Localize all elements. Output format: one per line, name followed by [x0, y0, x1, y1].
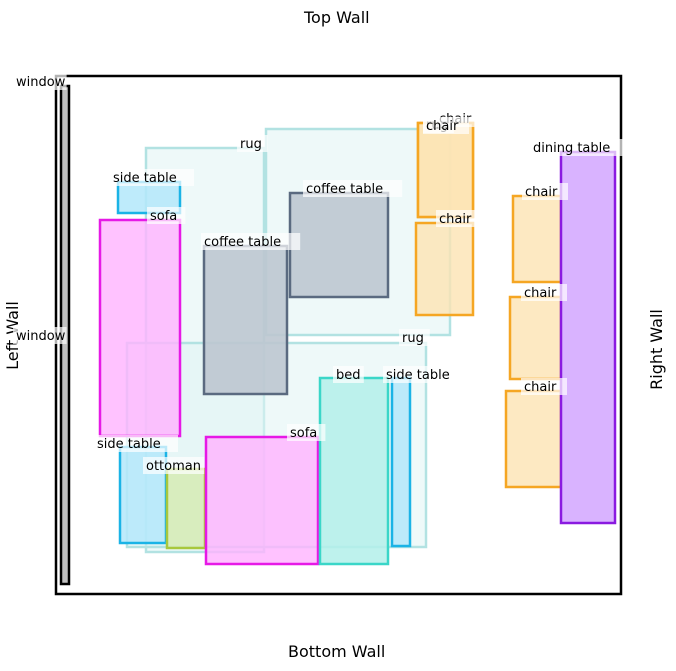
- label-background: [522, 183, 568, 200]
- chair-shape: [414, 221, 475, 317]
- side-table-label: side table: [113, 171, 177, 186]
- label-background: [13, 73, 67, 90]
- chair-shape: [504, 389, 563, 489]
- chair-shape: [511, 194, 563, 284]
- chair-label: chair: [439, 212, 472, 227]
- ottoman-label: ottoman: [146, 459, 201, 474]
- chair-label: chair: [426, 119, 459, 134]
- sofa-label: sofa: [290, 426, 317, 441]
- rug-label: rug: [240, 137, 262, 152]
- chair-label: chair: [524, 286, 557, 301]
- side-table-shape: [390, 376, 412, 548]
- label-background: [237, 135, 268, 152]
- label-background: [333, 366, 364, 383]
- coffee-table-label: coffee table: [204, 235, 281, 250]
- coffee-table-shape: [202, 244, 289, 396]
- window-label: window: [16, 329, 66, 344]
- label-background: [147, 207, 186, 224]
- bed-label: bed: [336, 368, 361, 383]
- label-background: [110, 169, 194, 186]
- label-background: [399, 329, 430, 346]
- window-label: window: [16, 75, 66, 90]
- coffee-table-label: coffee table: [306, 182, 383, 197]
- label-background: [383, 366, 467, 383]
- dining-table-shape: [559, 150, 617, 525]
- label-background: [423, 117, 469, 134]
- coffee-table-shape: [288, 191, 390, 299]
- bed-shape: [318, 376, 390, 566]
- label-background: [521, 378, 567, 395]
- label-background: [94, 435, 178, 452]
- chair-label: chair: [524, 380, 557, 395]
- label-background: [436, 210, 482, 227]
- side-table-label: side table: [386, 368, 450, 383]
- label-background: [287, 424, 326, 441]
- sofa-shape: [98, 218, 182, 438]
- chair-shape: [508, 295, 563, 381]
- sofa-label: sofa: [150, 209, 177, 224]
- chair-shape: [416, 121, 475, 219]
- label-background: [143, 457, 205, 474]
- label-background: [201, 233, 301, 250]
- label-background: [303, 180, 403, 197]
- top-wall-label: Top Wall: [304, 8, 370, 27]
- label-background: [530, 139, 630, 156]
- dining-table-label: dining table: [533, 141, 610, 156]
- rug-label: rug: [402, 331, 424, 346]
- side-table-label: side table: [97, 437, 161, 452]
- label-background: [13, 327, 67, 344]
- sofa-shape: [204, 435, 320, 566]
- chair-label: chair: [525, 185, 558, 200]
- bottom-wall-label: Bottom Wall: [288, 642, 386, 661]
- ottoman-shape: [165, 467, 207, 550]
- label-background: [521, 284, 567, 301]
